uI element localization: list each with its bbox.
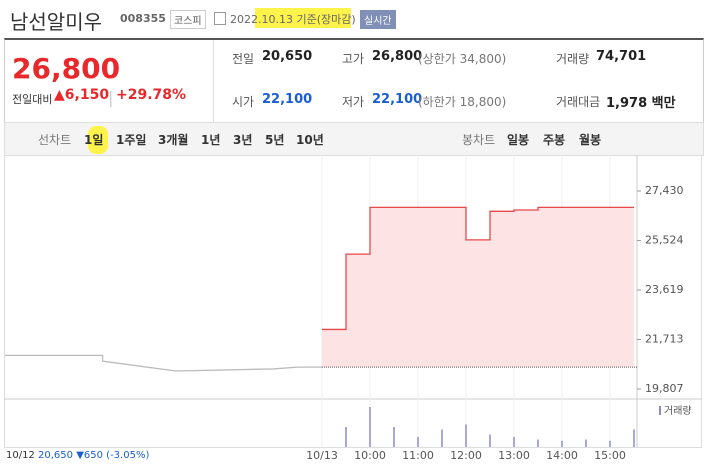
date: 2022.10.13 기준(장마감) xyxy=(230,13,356,26)
tab[interactable]: 주봉 xyxy=(543,133,566,147)
tab[interactable]: 월봉 xyxy=(579,133,602,147)
tab[interactable]: 1주일 xyxy=(116,133,147,147)
highlight xyxy=(88,126,108,154)
x-tick-label: 12:00 xyxy=(450,449,482,462)
up-icon: ▲ xyxy=(54,87,65,103)
tab[interactable]: 3개월 xyxy=(158,133,189,147)
change-rate: +29.78% xyxy=(116,87,187,103)
stat-label: 거래대금 xyxy=(556,95,601,109)
stat-label: 고가 xyxy=(342,52,365,66)
stock-name: 남선알미우 xyxy=(10,10,102,34)
tab[interactable]: 1년 xyxy=(201,133,221,147)
tab[interactable]: 3년 xyxy=(233,133,253,147)
stat-label: 시가 xyxy=(232,95,255,109)
x-tick-label: 10/13 xyxy=(306,449,338,462)
chart: 10/13 10:00 11:00 12:00 13:00 14:00 15:00 27,43… xyxy=(4,155,702,462)
legend-swatch xyxy=(659,406,661,415)
market-badge: 코스피 xyxy=(170,10,206,29)
stat-value: 74,701 xyxy=(596,49,647,64)
x-tick-label: 13:00 xyxy=(498,449,530,462)
x-tick-label: 14:00 xyxy=(546,449,578,462)
line xyxy=(5,354,322,372)
stat-value: 22,100 xyxy=(262,92,313,107)
stat-value: 1,978 백만 xyxy=(606,96,676,111)
change-label: 전일대비 xyxy=(12,93,53,106)
tab-bar xyxy=(4,122,704,156)
y-tick-label: 19,807 xyxy=(645,382,684,395)
stat-value: 20,650 xyxy=(262,49,313,64)
stat-value: 22,100 xyxy=(372,92,423,107)
line xyxy=(322,206,634,331)
stat-note: (하한가 18,800) xyxy=(418,95,507,109)
price: 26,800 xyxy=(12,52,121,85)
tab[interactable]: 10년 xyxy=(296,133,324,147)
tab[interactable]: 일봉 xyxy=(507,133,530,147)
divider xyxy=(213,40,214,122)
stat-value: 26,800 xyxy=(372,49,423,64)
tab[interactable]: 1일 xyxy=(84,133,104,147)
tab-label: 봉차트 xyxy=(462,133,496,147)
foot-date: 10/12 xyxy=(6,450,35,461)
chart-frame xyxy=(4,155,702,448)
tab-label: 선차트 xyxy=(38,133,72,147)
footnote: 10/12 20,650 ▼650 (-3.05%) xyxy=(6,450,149,461)
calendar-icon xyxy=(214,12,226,25)
y-tick-label: 27,430 xyxy=(645,184,684,197)
legend-label: 거래량 xyxy=(664,405,692,417)
y-tick-label: 21,713 xyxy=(645,332,684,345)
sep: | xyxy=(108,88,114,107)
change-value: 6,150 xyxy=(64,87,110,103)
x-tick-label: 10:00 xyxy=(354,449,386,462)
foot-rate: (-3.05%) xyxy=(106,450,150,461)
stat-label: 거래량 xyxy=(556,52,590,66)
change: ▲6,150 xyxy=(54,87,109,103)
x-tick-label: 15:00 xyxy=(594,449,626,462)
y-tick-label: 23,619 xyxy=(645,283,684,296)
highlight xyxy=(255,8,351,28)
foot-change: ▼650 xyxy=(76,450,103,461)
stock-code: 008355 xyxy=(120,12,166,25)
y-tick-label: 25,524 xyxy=(645,234,684,247)
foot-close: 20,650 xyxy=(38,450,74,461)
realtime-badge[interactable]: 실시간 xyxy=(360,10,396,29)
stat-label: 전일 xyxy=(232,52,255,66)
area xyxy=(322,207,634,368)
tab[interactable]: 5년 xyxy=(265,133,285,147)
x-tick-label: 11:00 xyxy=(402,449,434,462)
stat-note: (상한가 34,800) xyxy=(418,52,507,66)
stat-label: 저가 xyxy=(342,95,365,109)
